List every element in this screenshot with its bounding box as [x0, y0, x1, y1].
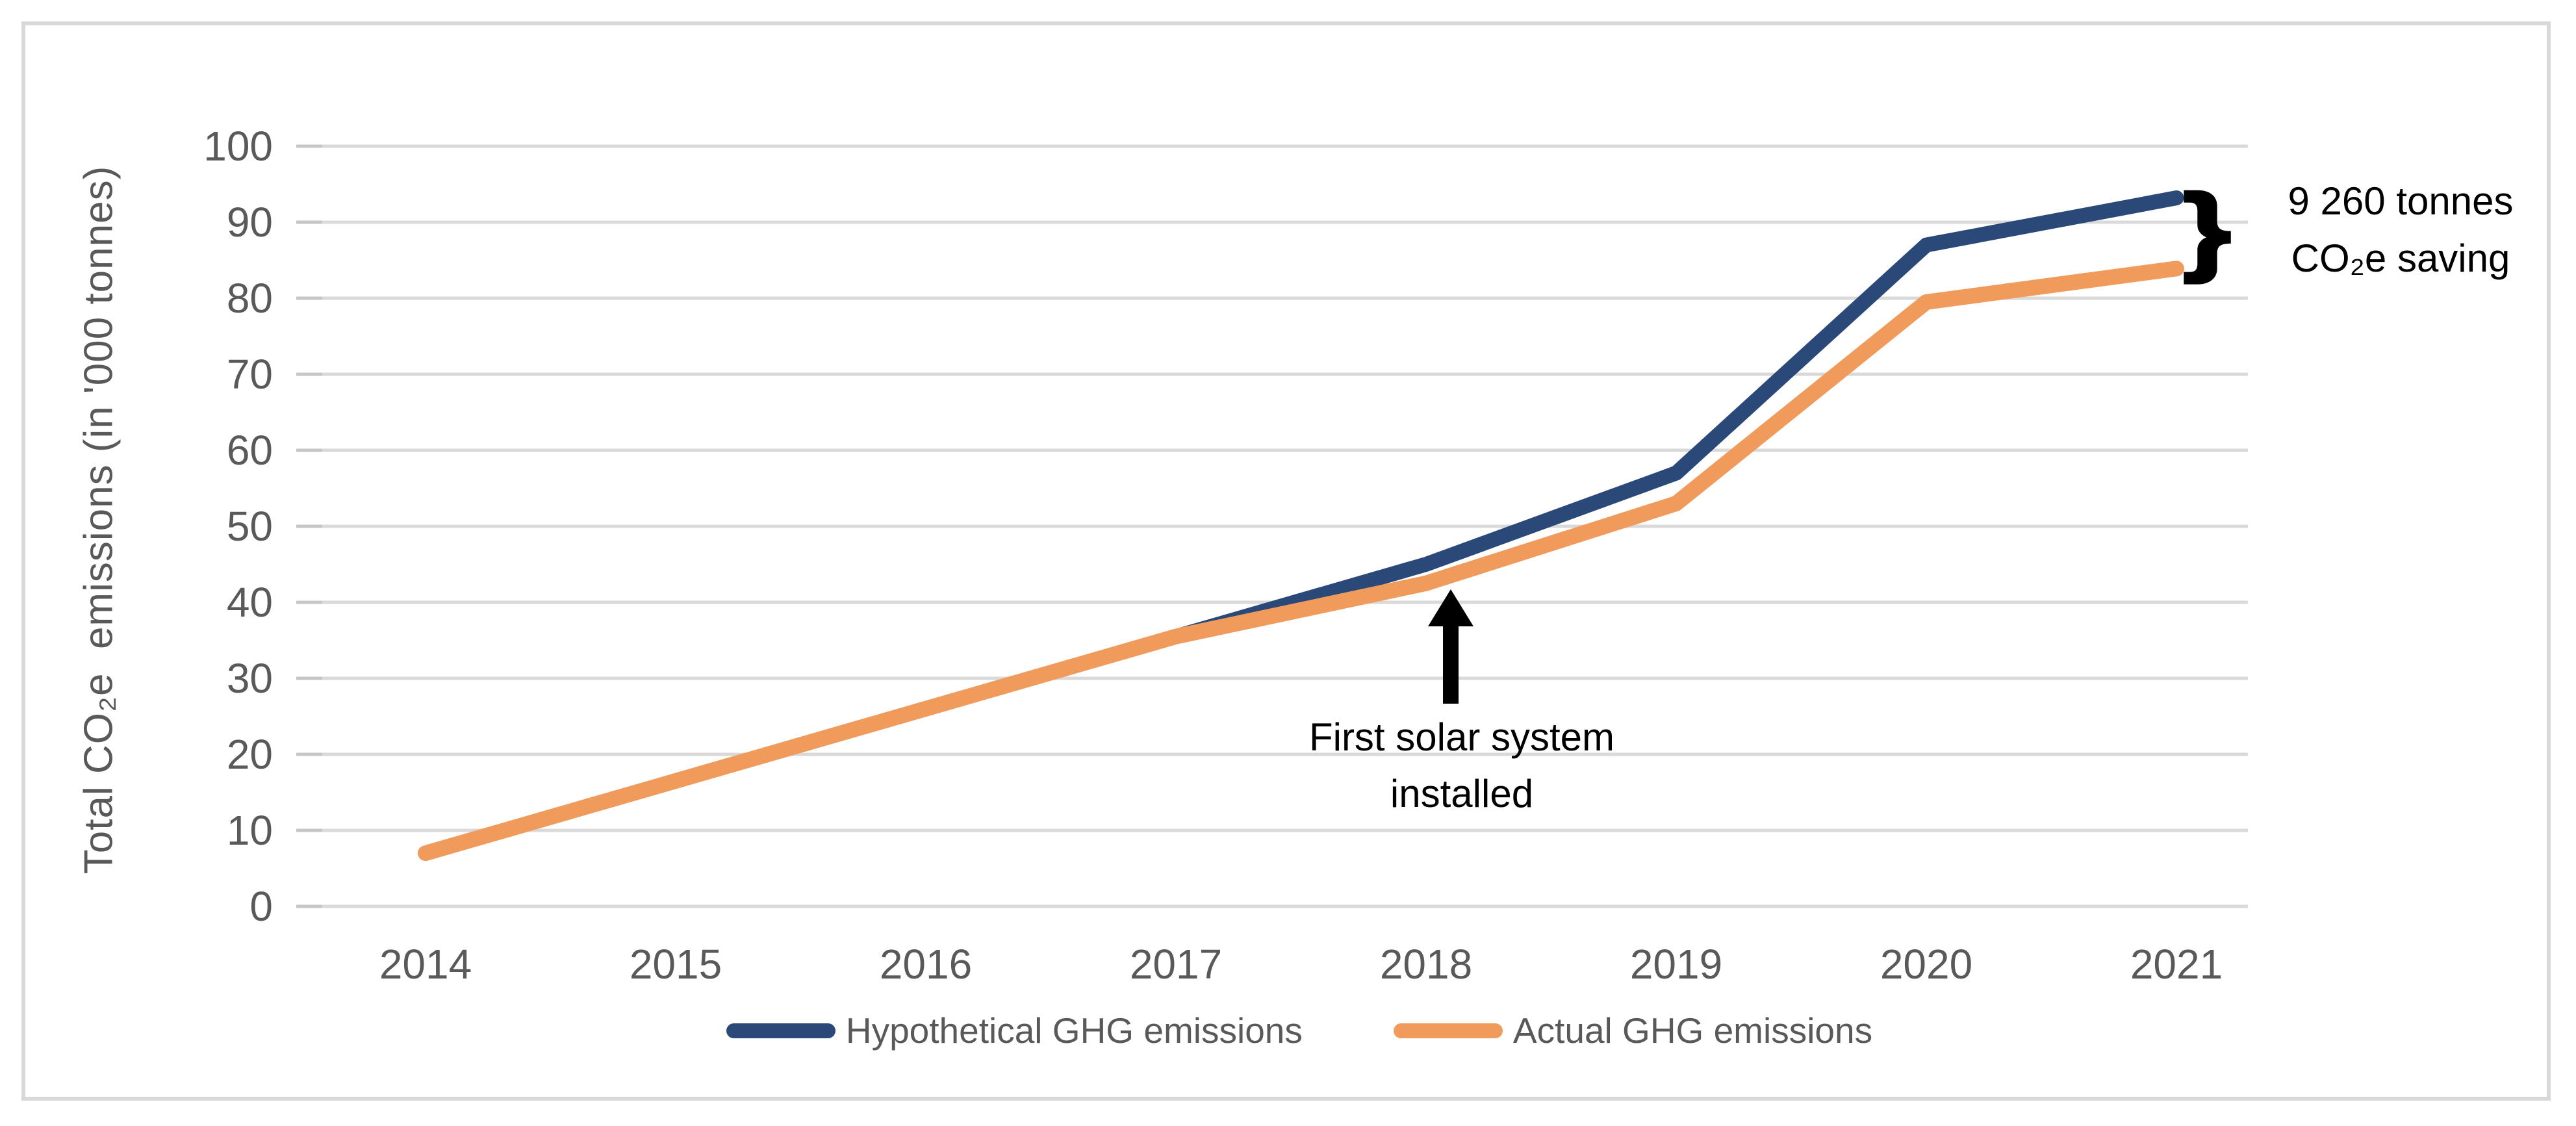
annotation-first-solar-line2: installed	[1390, 772, 1534, 815]
x-tick-label-2016: 2016	[879, 941, 973, 988]
legend-item-hypothetical: Hypothetical GHG emissions	[726, 1010, 1303, 1051]
legend-label-hypothetical: Hypothetical GHG emissions	[845, 1010, 1303, 1051]
annotation-co2e-saving: 9 260 tonnes CO₂e saving	[2248, 173, 2553, 287]
legend-swatch-actual	[1393, 1023, 1503, 1038]
series-line-actual	[418, 261, 2184, 862]
y-tick-label-40: 40	[226, 579, 273, 626]
x-tick-label-2021: 2021	[2130, 941, 2223, 988]
x-tick-label-2017: 2017	[1129, 941, 1223, 988]
x-tick-label-2018: 2018	[1379, 941, 1473, 988]
x-tick-label-2020: 2020	[1880, 941, 1973, 988]
legend: Hypothetical GHG emissions Actual GHG em…	[650, 1007, 1949, 1054]
chart-outer-border	[21, 21, 2551, 1101]
annotation-saving-line2: CO₂e saving	[2291, 237, 2510, 280]
legend-label-actual: Actual GHG emissions	[1512, 1010, 1873, 1051]
x-tick-label-2015: 2015	[629, 941, 722, 988]
y-tick-label-0: 0	[249, 883, 273, 930]
y-tick-label-60: 60	[226, 427, 273, 474]
annotation-first-solar-line1: First solar system	[1308, 715, 1615, 759]
y-axis-title: Total CO₂e emissions (in '000 tonnes)	[76, 165, 121, 875]
y-tick-label-70: 70	[226, 351, 273, 398]
x-tick-label-2019: 2019	[1629, 941, 1723, 988]
y-tick-label-10: 10	[226, 807, 273, 854]
brace-icon: }	[2181, 174, 2232, 283]
x-tick-label-2014: 2014	[379, 941, 472, 988]
up-arrow-icon	[1428, 589, 1473, 704]
legend-swatch-hypothetical	[726, 1023, 835, 1038]
y-tick-label-80: 80	[226, 275, 273, 322]
legend-item-actual: Actual GHG emissions	[1393, 1010, 1873, 1051]
annotation-saving-line1: 9 260 tonnes	[2288, 179, 2514, 223]
y-tick-label-90: 90	[226, 199, 273, 246]
y-tick-label-30: 30	[226, 655, 273, 702]
y-tick-label-100: 100	[203, 123, 273, 170]
y-tick-label-20: 20	[226, 731, 273, 778]
annotation-first-solar-system: First solar system installed	[1189, 709, 1735, 822]
y-tick-label-50: 50	[226, 503, 273, 550]
